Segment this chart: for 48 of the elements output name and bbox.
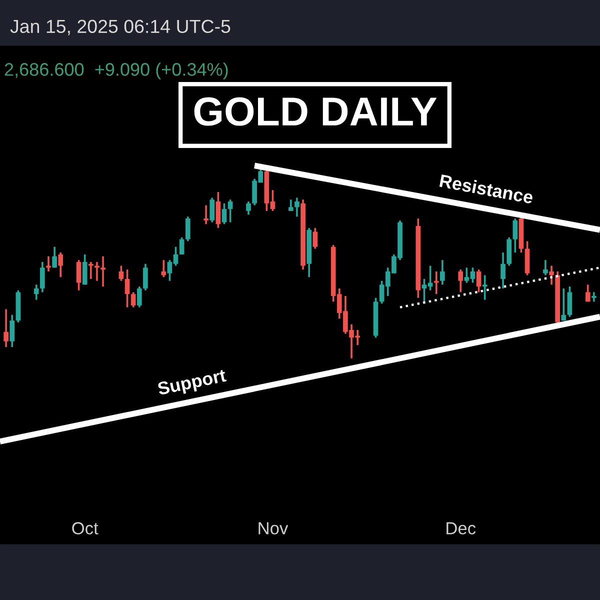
candlestick xyxy=(228,198,233,224)
x-tick-label: Nov xyxy=(258,522,288,534)
chart-subtitle: 2,686.600 +9.090 (+0.34%) xyxy=(4,62,228,80)
candlestick xyxy=(476,268,482,294)
candlestick xyxy=(592,291,596,303)
candlestick xyxy=(567,286,572,318)
candlestick xyxy=(76,259,82,292)
x-tick-label: Dec xyxy=(446,522,476,534)
candlestick xyxy=(10,314,15,348)
candlestick xyxy=(440,259,445,286)
text: Resistance xyxy=(439,174,534,204)
candlestick xyxy=(130,291,136,308)
candlestick xyxy=(312,227,318,250)
chart-title: GOLD DAILY xyxy=(194,97,437,126)
candlestick xyxy=(204,204,208,226)
x-tick-label: Oct xyxy=(72,522,98,534)
candlestick xyxy=(185,216,190,242)
candlestick xyxy=(34,284,39,301)
candlestick xyxy=(500,252,506,290)
candlestick xyxy=(294,196,300,218)
candlestick xyxy=(58,252,64,278)
candlestick xyxy=(136,286,142,308)
candlestick xyxy=(143,262,148,292)
candlestick xyxy=(124,268,130,308)
candlestick xyxy=(288,198,294,212)
candlestick xyxy=(52,246,57,269)
candlestick xyxy=(100,255,106,288)
candlestick xyxy=(82,253,88,286)
text: Jan 15, 2025 06:14 UTC-5 xyxy=(10,20,230,36)
candlestick xyxy=(543,259,548,276)
candlestick xyxy=(46,255,51,272)
candlestick xyxy=(246,200,251,216)
candlestick xyxy=(40,261,45,294)
candlestick xyxy=(549,264,554,286)
candlestick xyxy=(94,261,100,282)
candlestick xyxy=(216,191,221,229)
candlestick xyxy=(512,218,518,254)
text: Support xyxy=(157,368,228,399)
candlestick xyxy=(585,284,590,303)
candlestick xyxy=(210,196,215,224)
candlestick xyxy=(482,274,488,301)
candlestick xyxy=(561,288,566,322)
candlestick xyxy=(4,308,8,348)
candlestick xyxy=(458,268,464,294)
candlestick xyxy=(161,259,166,278)
candlestick xyxy=(222,202,227,226)
candlestick xyxy=(179,236,184,256)
candlestick xyxy=(118,264,124,282)
